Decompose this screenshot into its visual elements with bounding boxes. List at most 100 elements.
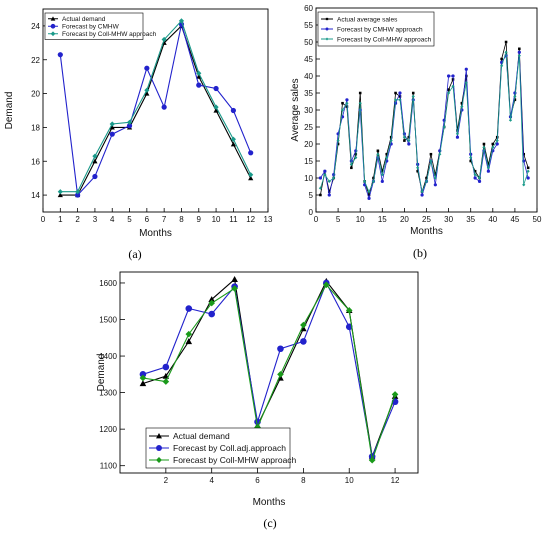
legend-marker bbox=[325, 17, 329, 21]
y-tick-label: 20 bbox=[31, 90, 40, 99]
data-point-series-2 bbox=[433, 183, 437, 187]
data-point-series-3 bbox=[354, 156, 358, 160]
data-point-series-2 bbox=[354, 149, 358, 153]
data-point-series-1 bbox=[208, 296, 215, 303]
data-point-series-3 bbox=[231, 285, 238, 292]
x-tick-label: 6 bbox=[145, 215, 150, 224]
y-tick-label: 15 bbox=[304, 157, 313, 166]
data-point-series-3 bbox=[385, 156, 389, 160]
legend-label: Forecast by Coll.adj.approach bbox=[173, 443, 286, 453]
data-point-series-3 bbox=[438, 152, 442, 156]
x-tick-label: 15 bbox=[378, 215, 387, 224]
legend-label: Forecast by Coll-MHW approach bbox=[62, 31, 157, 38]
legend-marker bbox=[50, 16, 56, 21]
data-point-series-3 bbox=[411, 94, 415, 98]
legend-label: Actual average sales bbox=[337, 16, 398, 23]
series-line-3 bbox=[60, 19, 252, 193]
legend-marker bbox=[325, 37, 329, 41]
data-point-series-3 bbox=[300, 321, 307, 329]
data-point-series-3 bbox=[451, 84, 455, 88]
y-tick-label: 1300 bbox=[99, 389, 117, 398]
data-point-series-3 bbox=[323, 173, 327, 177]
y-tick-label: 5 bbox=[309, 191, 314, 200]
data-point-series-3 bbox=[336, 139, 340, 143]
data-point-series-3 bbox=[486, 166, 490, 170]
data-point-series-3 bbox=[208, 299, 215, 307]
x-tick-label: 10 bbox=[356, 215, 365, 224]
x-tick-label: 5 bbox=[336, 215, 341, 224]
data-point-series-3 bbox=[327, 179, 331, 183]
data-point-series-1 bbox=[500, 57, 503, 61]
chart-panel-1: 0 1 2 3 4 5 6 7 8 9 10 11 12 13141618202224MonthsDema… bbox=[4, 8, 273, 261]
x-tick-label: 8 bbox=[301, 476, 306, 485]
x-tick-label: 30 bbox=[444, 215, 453, 224]
data-point-series-3 bbox=[477, 176, 482, 180]
y-tick-label: 60 bbox=[304, 4, 313, 13]
data-point-series-3 bbox=[185, 330, 193, 338]
series-line-2 bbox=[59, 24, 252, 197]
data-point-series-1 bbox=[403, 139, 406, 142]
x-tick-label: 8 bbox=[179, 215, 184, 224]
data-point-series-1 bbox=[469, 159, 472, 163]
data-point-series-2 bbox=[420, 193, 424, 197]
data-point-series-2 bbox=[451, 74, 455, 78]
data-point-series-2 bbox=[75, 192, 81, 198]
y-tick-label: 16 bbox=[31, 157, 40, 166]
data-point-series-3 bbox=[345, 307, 353, 314]
data-point-series-3 bbox=[277, 371, 284, 378]
panel-caption: (b) bbox=[413, 246, 427, 260]
data-point-series-2 bbox=[345, 98, 349, 102]
data-point-series-1 bbox=[230, 141, 236, 147]
data-point-series-3 bbox=[144, 87, 150, 93]
y-tick-label: 40 bbox=[304, 72, 313, 81]
plot-frame bbox=[42, 8, 269, 213]
data-point-series-3 bbox=[402, 135, 406, 139]
x-tick-label: 10 bbox=[212, 215, 221, 224]
x-tick-label: 7 bbox=[162, 215, 167, 224]
data-point-series-2 bbox=[345, 323, 353, 331]
data-point-series-1 bbox=[491, 142, 495, 146]
data-point-series-3 bbox=[323, 281, 330, 289]
data-point-series-3 bbox=[345, 101, 349, 105]
data-point-series-3 bbox=[398, 98, 402, 102]
data-point-series-1 bbox=[248, 175, 254, 181]
x-tick-label: 2 bbox=[164, 476, 169, 485]
data-point-series-2 bbox=[139, 371, 147, 378]
x-tick-label: 0 bbox=[314, 215, 319, 224]
x-tick-label: 5 bbox=[127, 215, 132, 224]
y-tick-label: 50 bbox=[304, 38, 313, 47]
data-point-series-2 bbox=[526, 176, 530, 180]
data-point-series-1 bbox=[460, 101, 464, 105]
plot-frame bbox=[119, 271, 419, 474]
x-tick-label: 3 bbox=[93, 215, 98, 224]
y-tick-label: 45 bbox=[304, 55, 313, 64]
x-tick-label: 12 bbox=[246, 215, 255, 224]
legend-marker bbox=[325, 27, 329, 31]
data-point-series-2 bbox=[161, 104, 167, 110]
legend-label: Forecast by Coll-MHW approach bbox=[337, 36, 432, 43]
data-point-series-3 bbox=[429, 159, 433, 163]
data-point-series-1 bbox=[350, 166, 353, 170]
x-tick-label: 25 bbox=[422, 215, 431, 224]
y-tick-label: 25 bbox=[304, 123, 313, 132]
data-point-series-3 bbox=[332, 176, 336, 180]
data-point-series-2 bbox=[196, 82, 202, 88]
x-tick-label: 50 bbox=[533, 215, 542, 224]
x-tick-label: 35 bbox=[466, 215, 475, 224]
x-tick-label: 12 bbox=[391, 476, 400, 485]
y-axis-label: Demand bbox=[4, 92, 15, 130]
data-point-series-3 bbox=[161, 36, 167, 43]
data-point-series-2 bbox=[486, 169, 490, 173]
data-point-series-1 bbox=[411, 91, 415, 95]
data-point-series-3 bbox=[469, 156, 473, 160]
data-point-series-1 bbox=[139, 380, 147, 387]
series-line-1 bbox=[60, 24, 252, 196]
legend-label: Forecast by Coll-MHW approach bbox=[173, 455, 297, 465]
chart-panel-2: 0 5 10 15 20 25 30 35 40 45 50 0 5 10 15 20 25 30 35 40 45 50… bbox=[290, 4, 542, 260]
y-tick-label: 1100 bbox=[100, 462, 118, 471]
x-tick-label: 6 bbox=[255, 476, 260, 485]
x-tick-label: 4 bbox=[209, 476, 214, 485]
data-point-series-3 bbox=[376, 152, 380, 156]
data-point-series-3 bbox=[460, 105, 464, 109]
data-point-series-2 bbox=[367, 196, 371, 200]
